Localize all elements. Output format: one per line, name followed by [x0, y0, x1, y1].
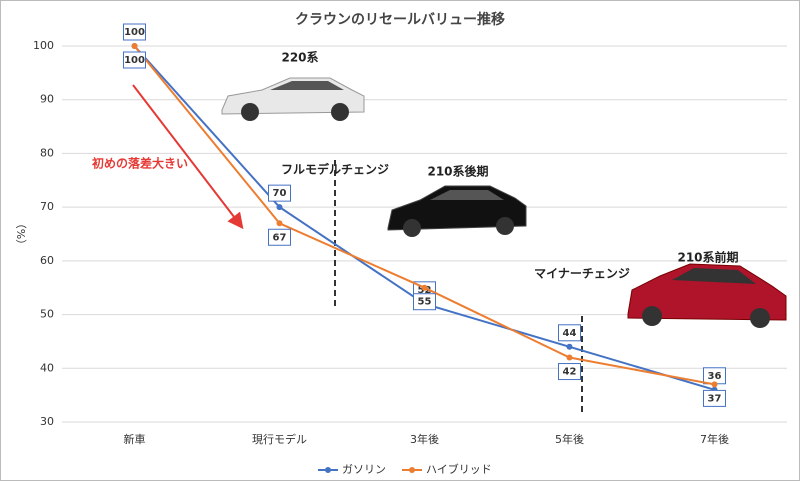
- y-axis-label: （%）: [15, 218, 28, 250]
- point: [566, 354, 573, 361]
- point: [276, 204, 283, 211]
- x-tick-label: 3年後: [410, 432, 439, 446]
- x-tick-label: 7年後: [700, 432, 729, 446]
- data-label-box: [268, 228, 291, 246]
- data-label: 70: [273, 188, 287, 199]
- y-tick-label: 60: [40, 254, 54, 267]
- point: [276, 220, 283, 227]
- data-label-box: [558, 363, 581, 381]
- data-label-box: [123, 23, 146, 41]
- x-tick-label: 現行モデル: [252, 432, 307, 446]
- legend-label: ハイブリッド: [426, 462, 492, 476]
- data-label: 36: [708, 371, 722, 382]
- x-tick-label: 5年後: [555, 432, 584, 446]
- point: [131, 43, 138, 49]
- annotation: 210系後期: [427, 164, 488, 179]
- y-tick-label: 100: [33, 39, 54, 52]
- legend-swatch: [325, 467, 331, 473]
- annotation: フルモデルチェンジ: [281, 162, 389, 177]
- data-label: 44: [563, 328, 577, 339]
- point: [421, 284, 428, 291]
- point: [711, 381, 718, 388]
- data-label: 55: [418, 297, 432, 308]
- x-tick-label: 新車: [124, 432, 146, 446]
- data-label-box: [703, 389, 726, 407]
- data-label: 42: [563, 367, 577, 378]
- data-label: 100: [124, 55, 145, 66]
- y-tick-label: 50: [40, 308, 54, 321]
- arrow: [132, 84, 244, 230]
- annotation: 220系: [281, 50, 318, 65]
- legend-label: ガソリン: [342, 463, 386, 476]
- data-label-box: [268, 184, 291, 202]
- point: [566, 343, 573, 350]
- data-label: 37: [708, 393, 722, 404]
- annotation: 210系前期: [677, 250, 738, 265]
- y-tick-label: 90: [40, 93, 54, 106]
- legend-swatch: [409, 467, 415, 473]
- data-label: 67: [273, 232, 287, 243]
- annotation: 初めの落差大きい: [92, 156, 188, 171]
- data-label-box: [558, 324, 581, 342]
- data-label: 100: [124, 27, 145, 38]
- data-label-box: [123, 51, 146, 69]
- car-image: [627, 263, 787, 328]
- y-tick-label: 40: [40, 361, 54, 374]
- car-image: [387, 185, 527, 237]
- data-label-box: [413, 293, 436, 311]
- y-tick-label: 30: [40, 415, 54, 428]
- y-tick-label: 80: [40, 146, 54, 159]
- y-tick-label: 70: [40, 200, 54, 213]
- car-image: [221, 77, 365, 121]
- annotation: マイナーチェンジ: [534, 267, 630, 281]
- chart-title: クラウンのリセールバリュー推移: [295, 11, 505, 28]
